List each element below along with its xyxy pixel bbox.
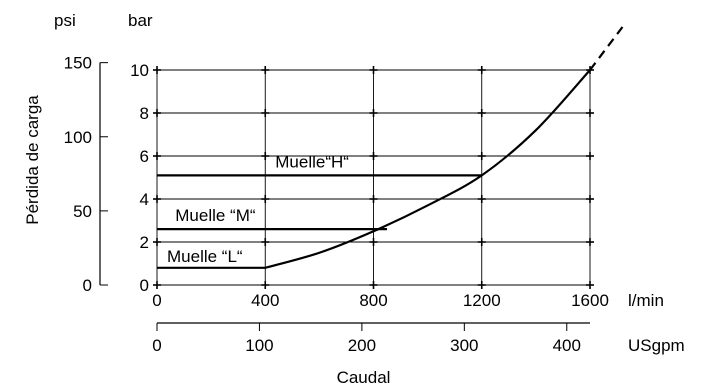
y-tick-label-bar: 8 bbox=[140, 104, 149, 123]
x-tick-label: 400 bbox=[251, 291, 279, 310]
y-tick-label-bar: 6 bbox=[140, 147, 149, 166]
y2-tick-label-psi: 50 bbox=[73, 202, 92, 221]
curve-extension-dashed bbox=[589, 26, 624, 71]
x2-tick-label: 200 bbox=[348, 336, 376, 355]
y-tick-label-bar: 2 bbox=[140, 233, 149, 252]
flow-curve bbox=[264, 69, 591, 269]
x-tick-label: 1600 bbox=[571, 291, 609, 310]
x2-tick-label: 400 bbox=[553, 336, 581, 355]
x-axis-title: Caudal bbox=[337, 368, 391, 387]
x-unit-label: l/min bbox=[628, 291, 664, 310]
spring-label: Muelle “M“ bbox=[175, 206, 256, 225]
curve-group bbox=[264, 26, 624, 269]
x-tick-label: 0 bbox=[152, 291, 161, 310]
x-tick-label: 1200 bbox=[463, 291, 501, 310]
x2-tick-label: 300 bbox=[450, 336, 478, 355]
y-unit-label: bar bbox=[128, 11, 153, 30]
x-tick-label: 800 bbox=[359, 291, 387, 310]
y2-unit-label: psi bbox=[54, 11, 76, 30]
y-tick-label-bar: 10 bbox=[130, 61, 149, 80]
y2-tick-label-psi: 0 bbox=[83, 276, 92, 295]
spring-lines: Muelle “L“ Muelle “M“ Muelle“H“ bbox=[157, 152, 482, 269]
x2-tick-label: 100 bbox=[245, 336, 273, 355]
y2-tick-label-psi: 150 bbox=[64, 54, 92, 73]
x2-tick-label: 0 bbox=[152, 336, 161, 355]
spring-label: Muelle“H“ bbox=[275, 152, 349, 171]
y2-tick-label-psi: 100 bbox=[64, 128, 92, 147]
spring-label: Muelle “L“ bbox=[167, 247, 243, 266]
x2-unit-label: USgpm bbox=[628, 336, 685, 355]
y-tick-label-bar: 0 bbox=[140, 276, 149, 295]
y-axis-title: Pérdida de carga bbox=[23, 95, 42, 225]
y-tick-label-bar: 4 bbox=[140, 190, 149, 209]
labels: psi bar Pérdida de carga l/min USgpm Caudal bbox=[23, 11, 685, 387]
